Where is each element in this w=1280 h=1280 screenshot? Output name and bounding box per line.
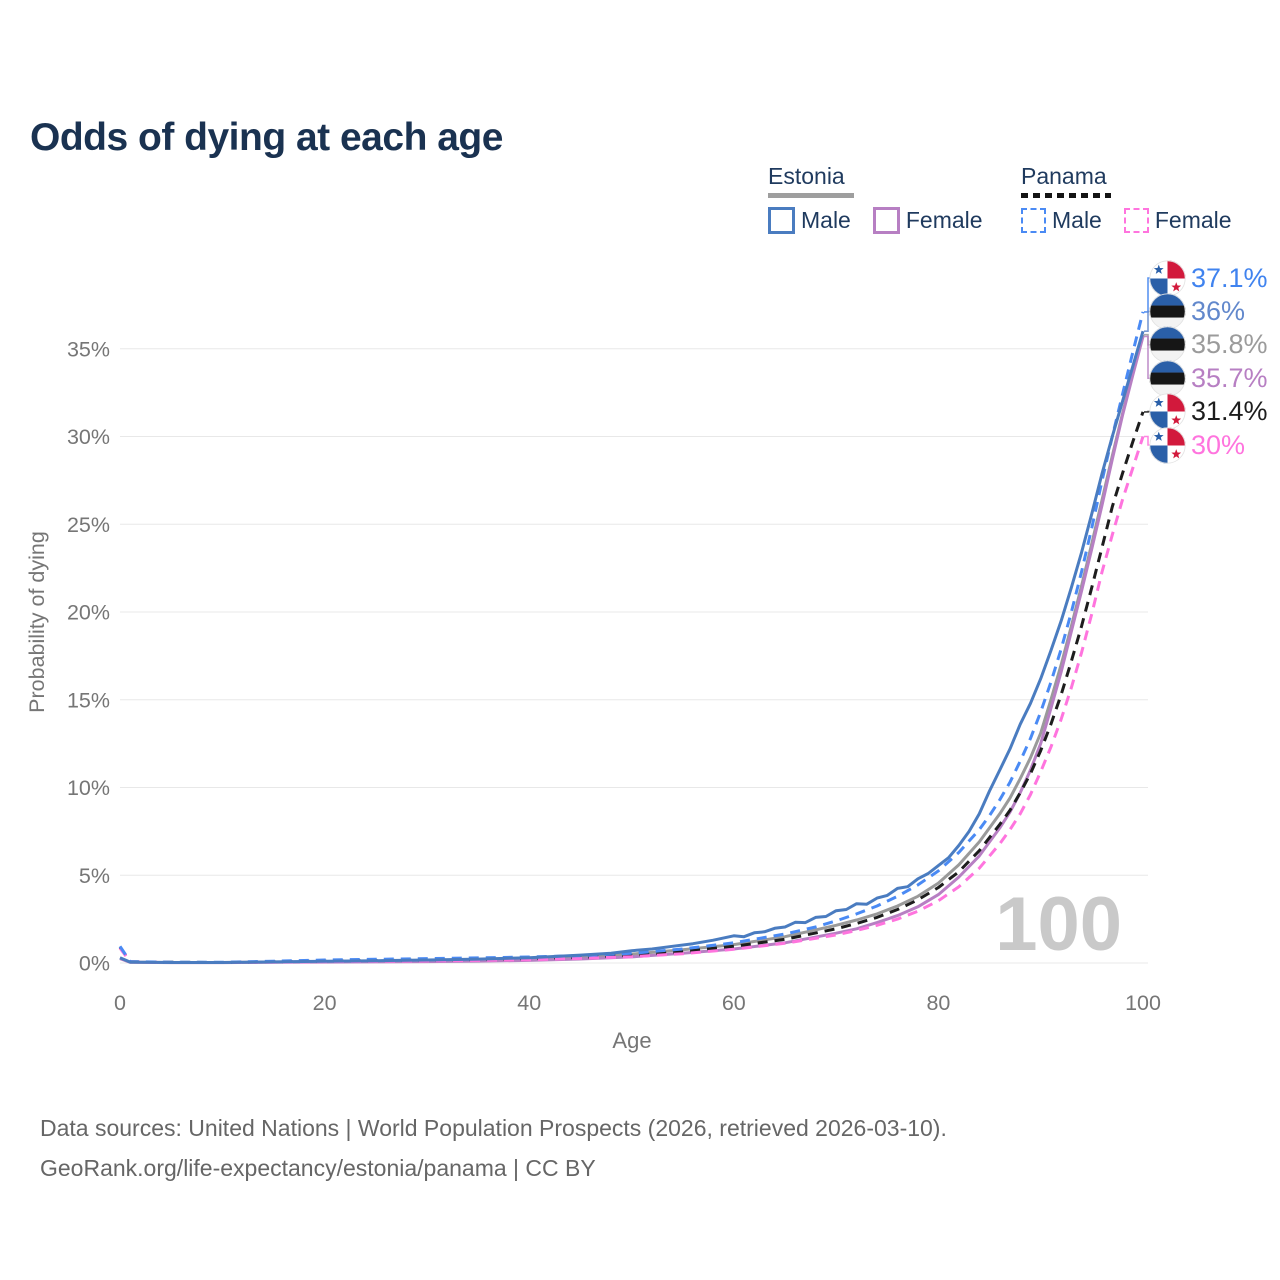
legend-swatch-icon xyxy=(1021,208,1046,233)
legend-group-estonia: Estonia Male Female xyxy=(768,163,1005,234)
end-label-value: 35.7% xyxy=(1191,362,1268,393)
series-end-label-panama-female: 30% xyxy=(1149,426,1246,464)
y-tick-label: 0% xyxy=(79,952,110,976)
y-axis-title: Probability of dying xyxy=(25,531,49,713)
series-line-estonia-male xyxy=(119,330,1145,964)
legend-row: Male Female xyxy=(768,207,1005,234)
footer: Data sources: United Nations | World Pop… xyxy=(40,1108,947,1188)
estonia-flag-icon xyxy=(1149,293,1186,330)
y-tick-label: 5% xyxy=(79,864,110,888)
panama-flag-icon xyxy=(1149,259,1186,297)
legend-item-panama-male: Male xyxy=(1021,207,1102,234)
series-end-label-panama-both-sexes: 31.4% xyxy=(1149,393,1268,430)
end-label-value: 31.4% xyxy=(1191,396,1268,427)
legend-item-label: Male xyxy=(801,207,851,233)
end-label-value: 36% xyxy=(1191,295,1246,326)
legend-group-panama: Panama Male Female xyxy=(1021,163,1254,234)
end-label-value: 37.1% xyxy=(1191,262,1268,293)
y-tick-label: 20% xyxy=(67,601,110,625)
y-tick-label: 25% xyxy=(67,513,110,537)
series-line-estonia-female xyxy=(119,336,1145,965)
y-tick-label: 30% xyxy=(67,425,110,449)
series-end-label-estonia-both-sexes: 35.8% xyxy=(1149,326,1268,363)
x-tick-label: 0 xyxy=(114,991,126,1015)
y-tick-label: 10% xyxy=(67,776,110,800)
x-axis-title: Age xyxy=(612,1028,651,1053)
legend-group-title: Estonia xyxy=(768,163,845,189)
legend-swatch-icon xyxy=(1123,208,1149,233)
series-end-label-estonia-female: 35.7% xyxy=(1149,360,1268,397)
series-end-label-estonia-male: 36% xyxy=(1149,293,1245,330)
panama-flag-icon xyxy=(1149,426,1186,464)
legend-item-estonia-female: Female xyxy=(872,207,983,234)
legend-swatch-icon xyxy=(872,207,900,234)
x-tick-label: 60 xyxy=(722,991,746,1015)
y-tick-label: 35% xyxy=(67,337,110,361)
estonia-flag-icon xyxy=(1149,326,1186,363)
legend-group-title: Panama xyxy=(1021,163,1107,189)
panama-flag-icon xyxy=(1149,393,1186,430)
series-line-panama-both-sexes xyxy=(118,411,1145,964)
series-end-label-panama-male: 37.1% xyxy=(1149,259,1268,297)
legend-underline-solid xyxy=(768,193,854,198)
x-tick-label: 20 xyxy=(313,991,337,1015)
legend-item-label: Female xyxy=(905,207,983,233)
series-line-estonia-both-sexes xyxy=(119,334,1145,964)
end-label-value: 30% xyxy=(1191,429,1246,460)
legend-swatch-icon xyxy=(768,207,795,234)
y-tick-label: 15% xyxy=(67,688,110,712)
x-tick-label: 80 xyxy=(926,991,950,1015)
series-line-panama-male xyxy=(118,311,1145,964)
x-tick-label: 40 xyxy=(517,991,541,1015)
x-tick-label: 100 xyxy=(1125,991,1161,1015)
page-title: Odds of dying at each age xyxy=(30,116,503,160)
footer-url: GeoRank.org/life-expectancy/estonia/pana… xyxy=(40,1155,596,1181)
legend-item-panama-female: Female xyxy=(1123,207,1232,234)
watermark: 100 xyxy=(995,882,1122,967)
end-label-value: 35.8% xyxy=(1191,329,1268,360)
legend-item-label: Male xyxy=(1052,207,1102,233)
legend-row: Male Female xyxy=(1021,207,1254,234)
legend-item-label: Female xyxy=(1154,207,1232,233)
estonia-flag-icon xyxy=(1149,360,1186,397)
legend-item-estonia-male: Male xyxy=(768,207,851,234)
legend-underline-dashed xyxy=(1021,193,1111,198)
footer-data-sources: Data sources: United Nations | World Pop… xyxy=(40,1115,947,1141)
